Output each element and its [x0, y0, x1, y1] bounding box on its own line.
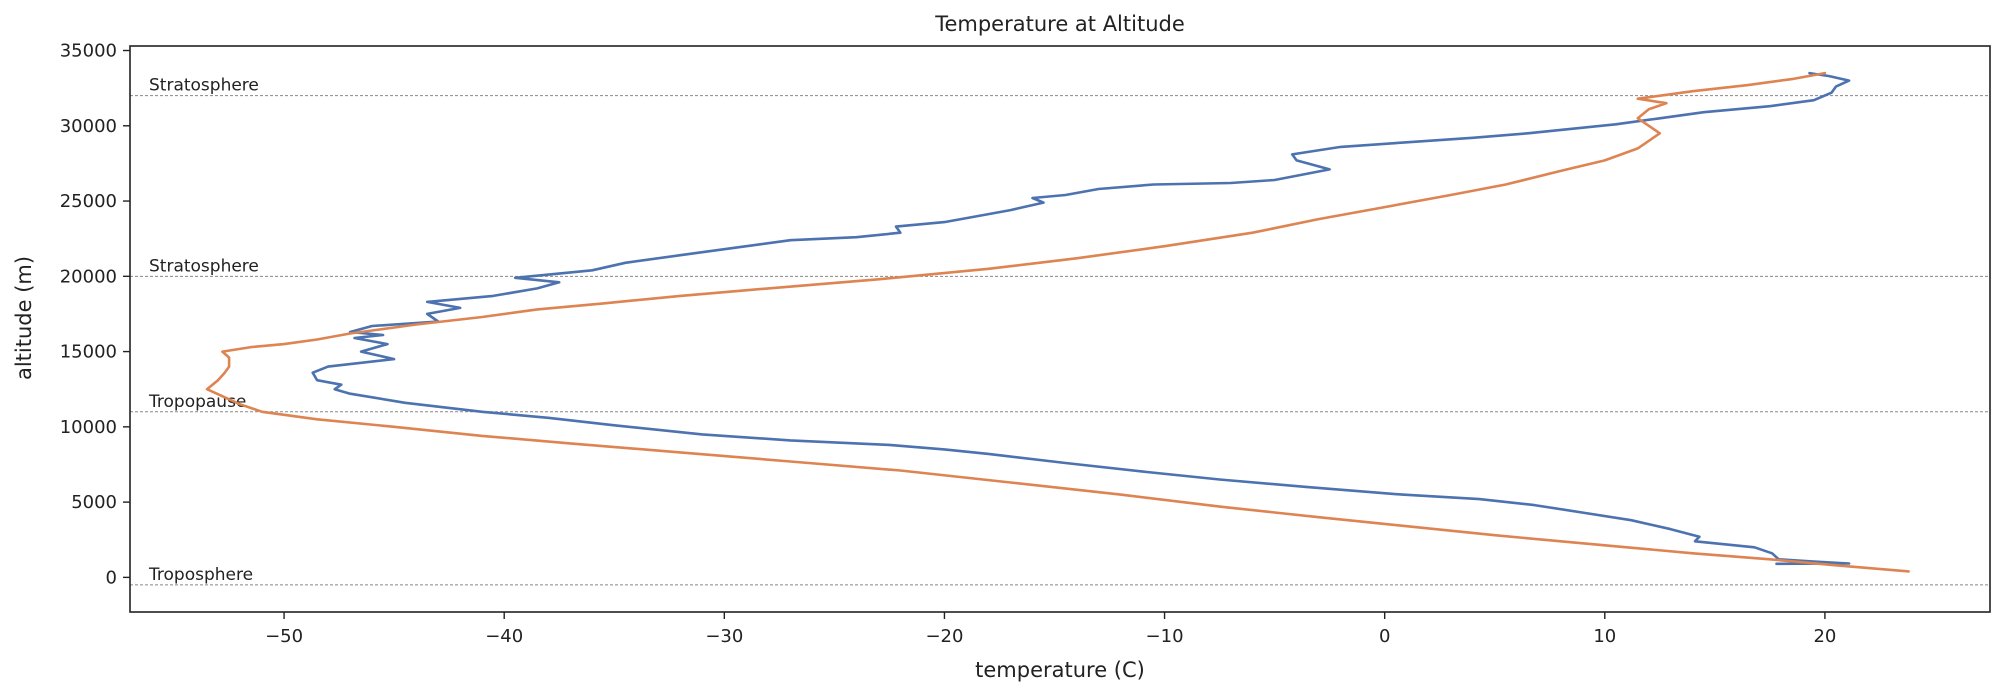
chart-title: Temperature at Altitude	[934, 12, 1185, 36]
y-tick-label: 30000	[60, 116, 117, 137]
x-tick-label: −40	[485, 626, 523, 647]
series-line-2	[205, 71, 1910, 573]
x-tick-label: −20	[925, 626, 963, 647]
y-tick-label: 15000	[60, 342, 117, 363]
x-tick-label: 0	[1379, 626, 1390, 647]
plot-frame	[129, 45, 1991, 613]
y-axis: 0 5000 10000 15000 20000 25000 30000 35000	[60, 41, 130, 588]
series-line-1	[311, 71, 1851, 566]
y-tick-label: 35000	[60, 41, 117, 62]
x-axis: −50 −40 −30 −20 −10 0 10 20	[265, 612, 1836, 647]
y-tick-label: 5000	[71, 492, 117, 513]
y-tick-label: 20000	[60, 266, 117, 287]
reference-line-label: Troposphere	[148, 565, 253, 585]
x-axis-label: temperature (C)	[975, 658, 1145, 682]
y-axis-label: altitude (m)	[12, 256, 36, 380]
x-tick-label: −30	[705, 626, 743, 647]
reference-lines: TroposphereTropopauseStratosphereStratos…	[130, 76, 1990, 586]
x-tick-label: −10	[1146, 626, 1184, 647]
reference-line-label: Stratosphere	[149, 256, 259, 276]
y-tick-label: 10000	[60, 417, 117, 438]
x-tick-label: 20	[1813, 626, 1836, 647]
x-tick-label: 10	[1593, 626, 1616, 647]
y-tick-label: 25000	[60, 191, 117, 212]
x-tick-label: −50	[265, 626, 303, 647]
series-group	[205, 71, 1910, 573]
y-tick-label: 0	[106, 567, 117, 588]
reference-line-label: Stratosphere	[149, 76, 259, 96]
